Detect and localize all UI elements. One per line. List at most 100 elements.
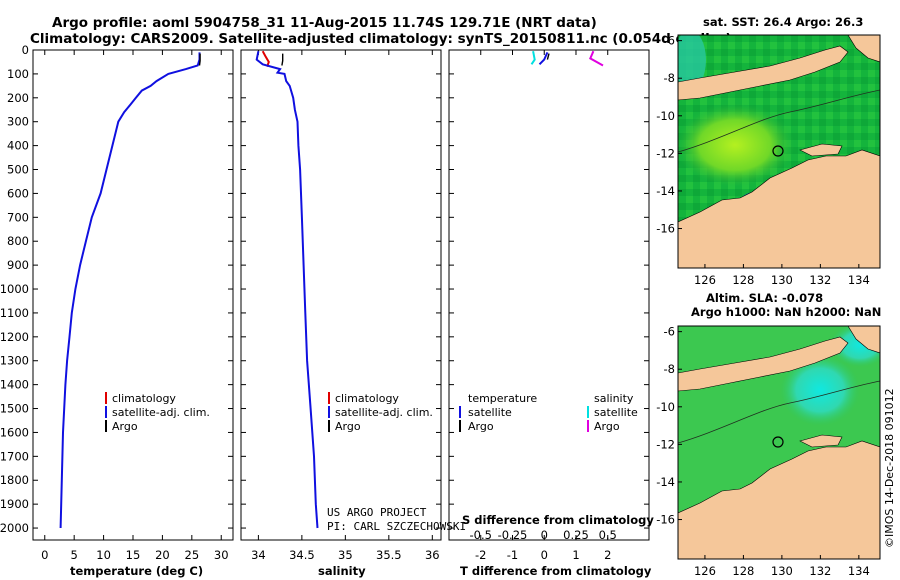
y-tick-label: 500 [7, 163, 29, 177]
series-line-t-argo [546, 53, 550, 60]
x-tick-label: 20 [155, 548, 170, 562]
salinity-legend: climatology satellite-adj. clim. Argo [328, 392, 433, 433]
australia-land [678, 149, 880, 268]
float-position-marker [772, 436, 784, 448]
tiwi-islands [799, 143, 843, 157]
sla-map-title: Altim. SLA: -0.078 [706, 291, 823, 305]
x-tick-label: -2 [475, 548, 486, 562]
timor-land [678, 45, 849, 101]
x-tick-label: -1 [507, 548, 518, 562]
legend-argo-label: Argo [335, 420, 361, 433]
sla-map-subtitle: Argo h1000: NaN h2000: NaN [691, 305, 881, 319]
sst-map-image [678, 35, 880, 268]
y-tick-label: 1400 [0, 378, 29, 392]
map-y-tick-label: -6 [664, 325, 675, 339]
salinity-xlabel: salinity [318, 564, 366, 578]
legend-clim-label: climatology [112, 392, 176, 405]
difference-legend-temperature: temperature satellite Argo [459, 392, 537, 433]
ticks-layer: 0 5 10 15 20 25 300100200300400500600700800900… [0, 43, 649, 562]
map-y-tick-label: -8 [664, 71, 675, 85]
series-line-s-argo [589, 50, 604, 67]
series-line-argo [281, 53, 284, 66]
northern-island [847, 35, 880, 63]
sla-map-image [678, 326, 880, 559]
x-tick-label: 2 [604, 548, 611, 562]
map-y-tick-label: -8 [664, 362, 675, 376]
series-line-argo [198, 53, 201, 66]
legend-clim-label: climatology [335, 392, 399, 405]
x-tick-label: 0 [541, 548, 548, 562]
lines-layer [59, 50, 604, 529]
x-tick-label: 34 [251, 548, 266, 562]
temperature-xlabel: temperature (deg C) [70, 564, 203, 578]
legend-sal-title: salinity [594, 392, 634, 405]
series-line-t-satellite [538, 51, 549, 66]
map-x-tick-label: 130 [771, 564, 793, 578]
difference-axes [448, 49, 650, 541]
legend-temp-sat-label: satellite [468, 406, 512, 419]
temperature-legend: climatology satellite-adj. clim. Argo [105, 392, 210, 433]
y-tick-label: 900 [7, 258, 29, 272]
x-tick-label: 5 [71, 548, 78, 562]
map-y-tick-label: -10 [656, 400, 675, 414]
legend-sat-label: satellite-adj. clim. [335, 406, 433, 419]
y-tick-label: 1600 [0, 425, 29, 439]
y-tick-label: 1300 [0, 354, 29, 368]
series-line-s-satellite [530, 51, 536, 65]
map-y-tick-label: -16 [656, 222, 675, 236]
northern-island [847, 326, 880, 354]
x-tick-label: 35 [338, 548, 353, 562]
sst-cyan-patch [678, 35, 706, 90]
y-tick-label: 300 [7, 115, 29, 129]
figure-subtitle: Climatology: CARS2009. Satellite-adjuste… [30, 31, 732, 47]
map-y-tick-label: -12 [656, 437, 675, 451]
map-y-tick-label: -14 [656, 475, 675, 489]
x-tick-label: 10 [96, 548, 111, 562]
y-tick-label: 1000 [0, 282, 29, 296]
sst-warm-patch [678, 103, 795, 187]
x-tick-label: 0 [41, 548, 48, 562]
imos-credit: ©IMOS 14-Dec-2018 091012 [883, 388, 896, 548]
y-tick-label: 1200 [0, 330, 29, 344]
bathymetry-contour [678, 380, 880, 444]
series-line-climatology [261, 50, 270, 68]
x-tick-label: 30 [214, 548, 229, 562]
australia-land [678, 440, 880, 559]
x-tick-label-salinity: 0.25 [563, 528, 589, 542]
map-x-tick-label: 130 [771, 273, 793, 287]
tiwi-islands [799, 434, 843, 448]
sla-map-frame [677, 325, 881, 560]
map-x-tick-label: 128 [732, 564, 754, 578]
difference-legend-salinity: salinity satellite Argo [587, 392, 638, 433]
sst-map-frame [677, 34, 881, 269]
y-tick-label: 0 [22, 43, 29, 57]
timor-land [678, 336, 849, 392]
sst-map-ticks: 126 128 130 132 134 -6 -8 -10 -12 -14 -16 [656, 34, 870, 287]
x-tick-label-salinity: -0.25 [498, 528, 528, 542]
map-x-tick-label: 134 [848, 564, 870, 578]
sst-map-title: sat. SST: 26.4 Argo: 26.3 [703, 15, 863, 29]
legend-temp-title: temperature [468, 392, 537, 405]
y-tick-label: 700 [7, 210, 29, 224]
map-y-tick-label: -6 [664, 34, 675, 48]
map-x-tick-label: 128 [732, 273, 754, 287]
series-line-satellite-adj-clim- [59, 52, 201, 529]
x-tick-label: 35.5 [376, 548, 402, 562]
map-x-tick-label: 126 [694, 564, 716, 578]
legend-sat-label: satellite-adj. clim. [112, 406, 210, 419]
map-x-tick-label: 126 [694, 273, 716, 287]
x-tick-label-salinity: 0.5 [599, 528, 617, 542]
y-tick-label: 400 [7, 139, 29, 153]
bathymetry-contour [678, 89, 880, 153]
legend-temp-argo-label: Argo [468, 420, 494, 433]
x-tick-label-salinity: -0.5 [470, 528, 492, 542]
x-tick-label: 36 [425, 548, 440, 562]
y-tick-label: 1800 [0, 473, 29, 487]
y-tick-label: 800 [7, 234, 29, 248]
map-x-tick-label: 134 [848, 273, 870, 287]
legend-argo-label: Argo [112, 420, 138, 433]
pi-annotation: PI: CARL SZCZECHOWSKI [327, 520, 466, 533]
x-tick-label: 34.5 [289, 548, 315, 562]
difference-xlabel: T difference from climatology [460, 564, 652, 578]
